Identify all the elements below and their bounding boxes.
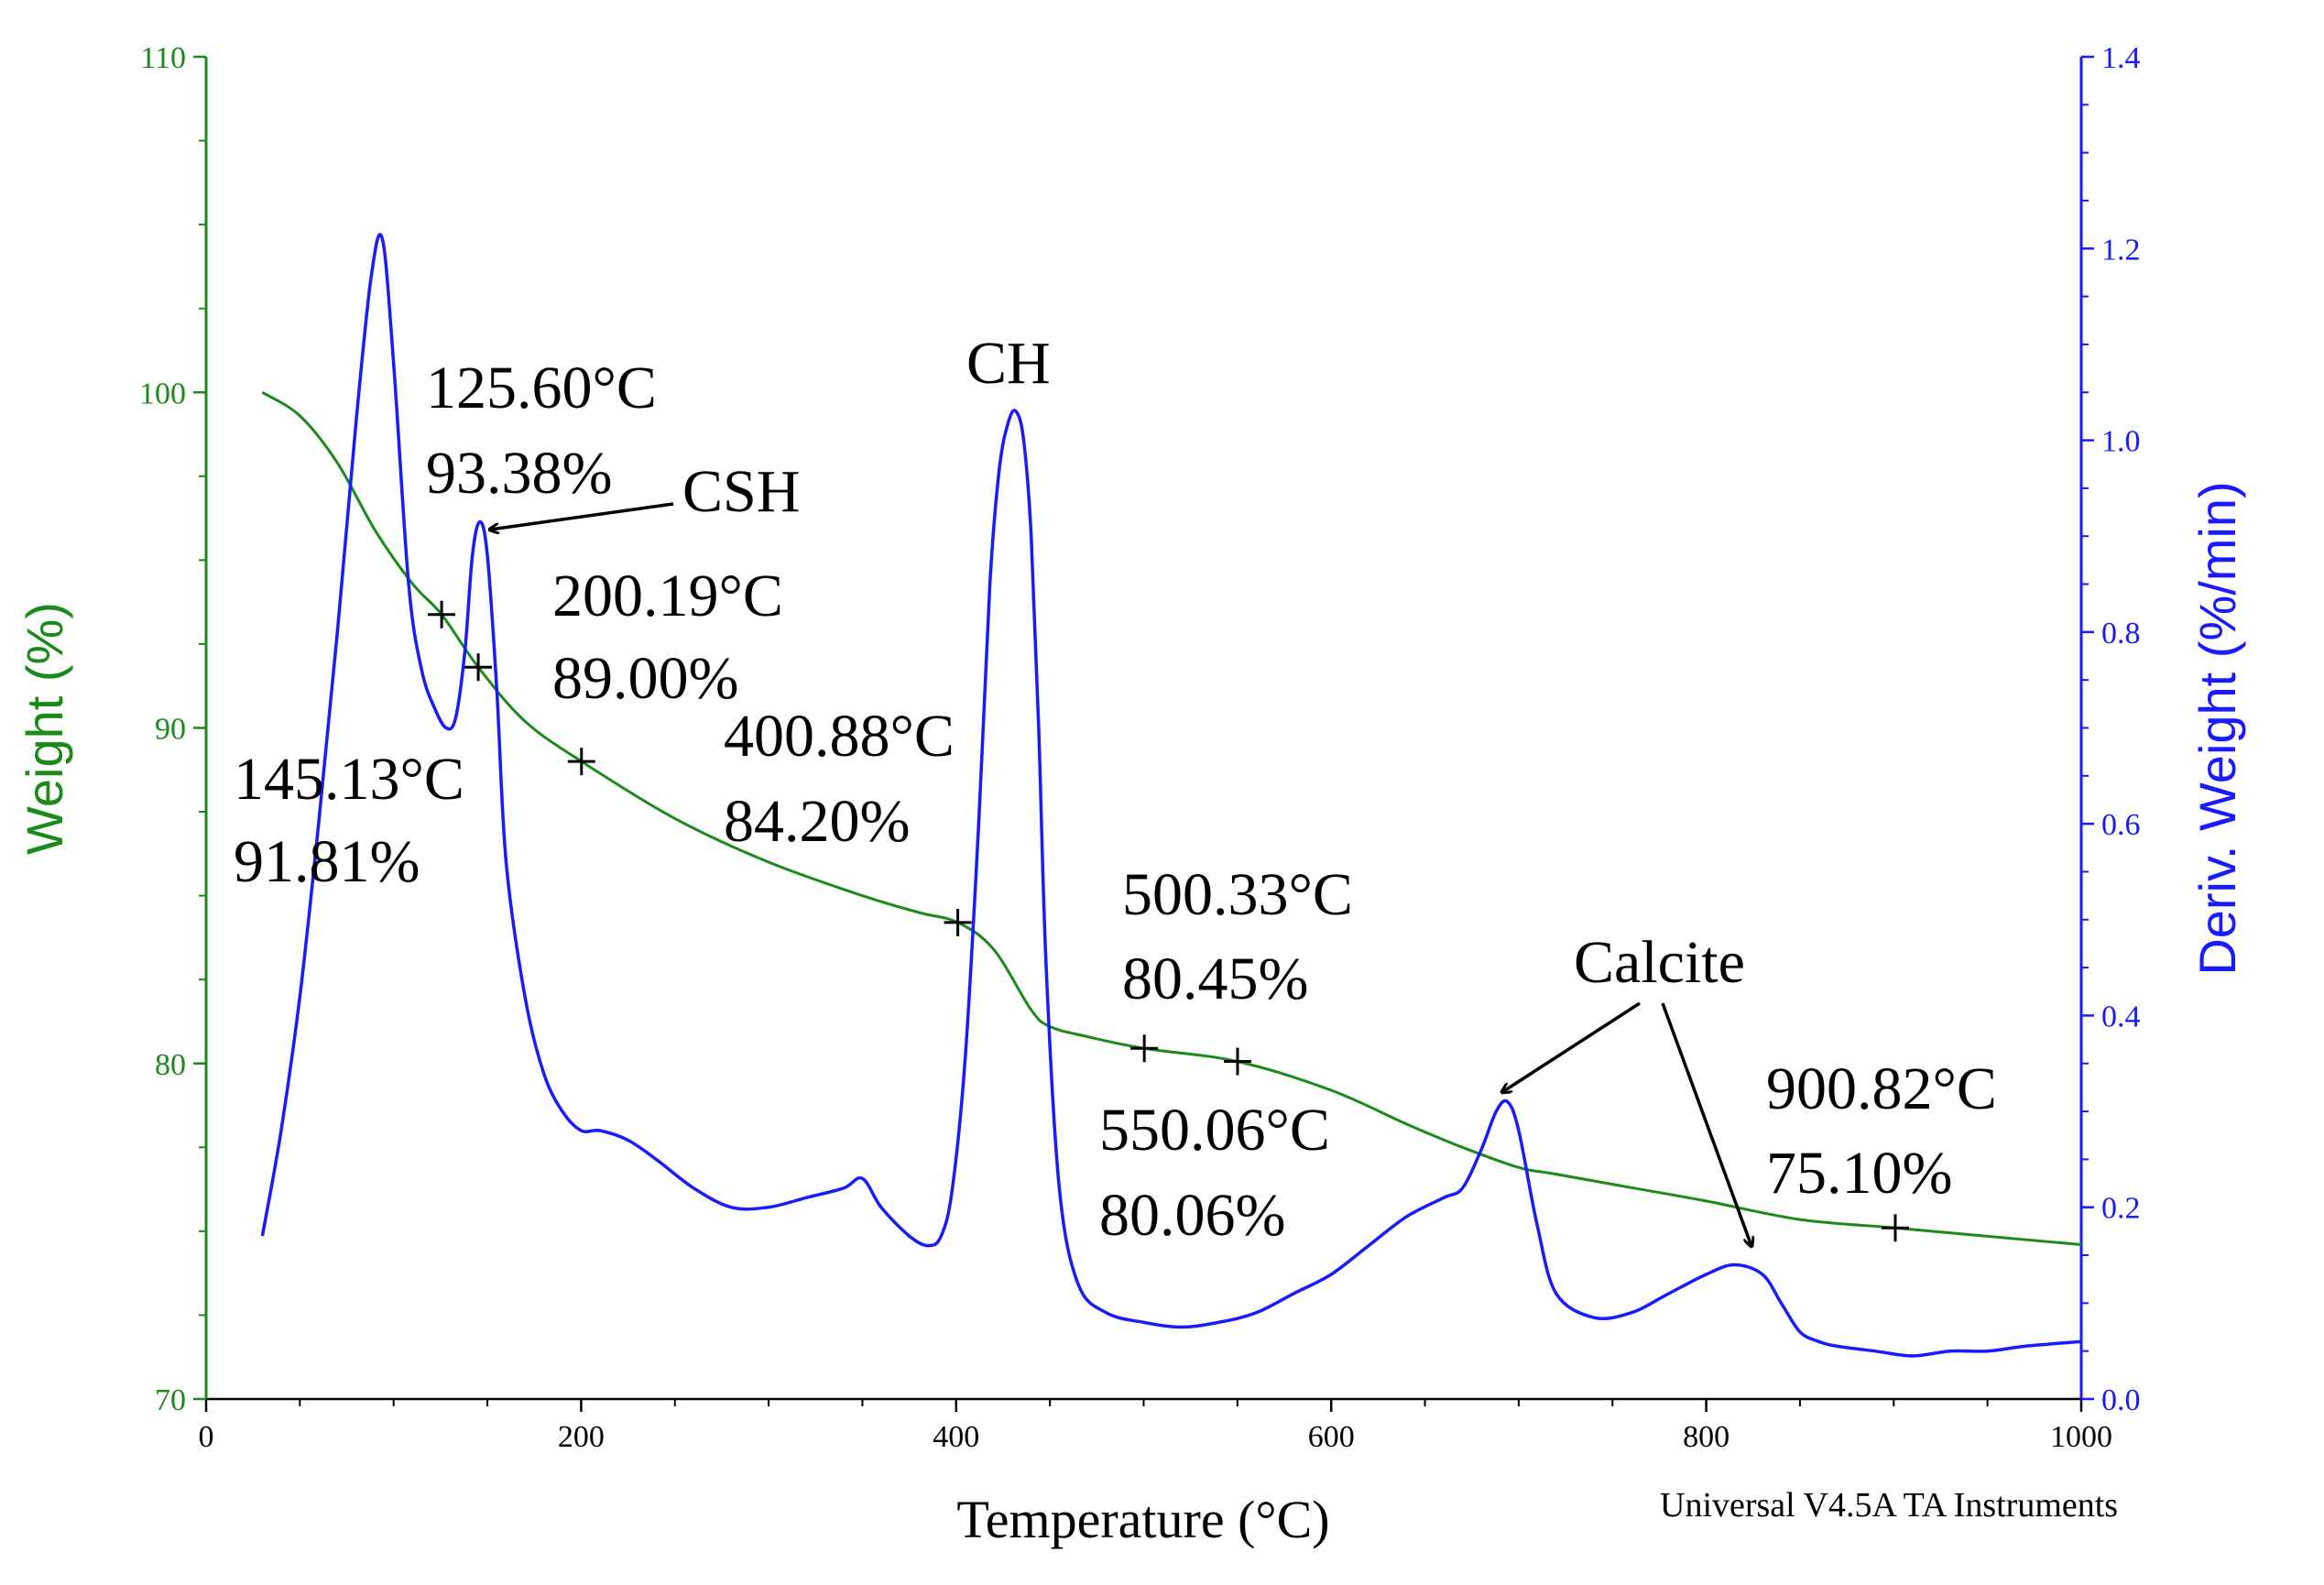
weight-series-line [261,391,2082,1246]
x-axis-title: Temperature (°C) [956,1490,1329,1549]
x-tick-label: 0 [199,1420,214,1454]
cross-marker [567,748,595,776]
annotation-125-temp: 125.60°C [426,355,657,421]
deriv-weight-series-line [260,233,2082,1358]
annotation-csh: CSH [682,458,800,525]
x-tick-label: 200 [558,1420,605,1454]
left-tick-label: 110 [140,41,186,75]
left-y-ticks: 70 80 90 100 110 [139,41,206,1417]
cross-marker [1223,1047,1251,1076]
annotation-900-temp: 900.82°C [1766,1055,1997,1122]
marker-group [428,600,1909,1242]
annotation-125-weight: 93.38% [426,440,612,507]
right-tick-label: 1.0 [2101,425,2141,459]
x-tick-label: 600 [1308,1420,1355,1454]
right-tick-label: 0.8 [2101,617,2141,650]
annotation-550-weight: 80.06% [1099,1182,1285,1249]
x-tick-label: 800 [1683,1420,1729,1454]
cross-marker [428,600,456,629]
annotation-900-weight: 75.10% [1766,1140,1952,1207]
right-y-ticks: 0.0 0.2 0.4 0.6 0.8 1.0 1.2 1.4 [2081,41,2141,1417]
right-tick-label: 1.4 [2101,41,2141,75]
annotation-200-weight: 89.00% [552,645,738,712]
right-tick-label: 0.4 [2101,1000,2141,1033]
left-tick-label: 80 [155,1048,186,1082]
instrument-footer: Universal V4.5A TA Instruments [1660,1486,2118,1525]
csh-arrow [490,502,674,530]
cross-marker [944,908,972,936]
right-axis-title: Deriv. Weight (%/min) [2188,481,2246,975]
calcite-arrow-2 [1661,1002,1751,1246]
annotation-500-weight: 80.45% [1122,946,1308,1012]
annotation-145-temp: 145.13°C [234,746,464,813]
annotation-550-temp: 550.06°C [1099,1097,1330,1164]
cross-marker [1881,1214,1909,1242]
x-ticks: 0 200 400 600 800 1000 [199,1399,2112,1454]
annotation-200-temp: 200.19°C [552,563,783,629]
x-tick-label: 1000 [2050,1420,2112,1454]
annotation-ch: CH [966,330,1051,397]
annotation-400-weight: 84.20% [724,788,910,855]
cross-marker [464,653,493,682]
right-tick-label: 0.6 [2101,808,2141,842]
left-tick-label: 90 [155,713,186,747]
annotation-calcite: Calcite [1574,929,1745,996]
annotation-145-weight: 91.81% [234,828,420,895]
left-tick-label: 100 [139,377,186,410]
annotation-500-temp: 500.33°C [1122,861,1353,928]
cross-marker [1130,1034,1159,1063]
x-tick-label: 400 [933,1420,979,1454]
left-axis-title: Weight (%) [16,602,73,855]
left-tick-label: 70 [155,1383,186,1417]
right-tick-label: 1.2 [2101,233,2141,267]
right-tick-label: 0.0 [2101,1383,2141,1417]
calcite-arrow-1 [1502,1001,1641,1092]
annotation-400-temp: 400.88°C [724,703,955,770]
right-tick-label: 0.2 [2101,1192,2141,1226]
